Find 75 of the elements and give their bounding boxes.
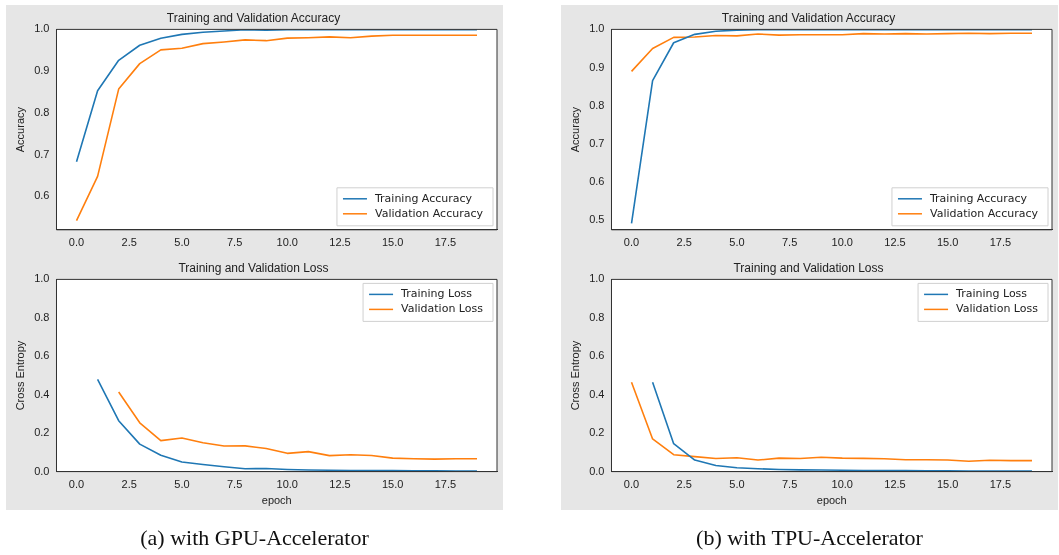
text: (b) with TPU-Accelerator bbox=[695, 525, 924, 551]
y-tick-label: 1.0 bbox=[589, 22, 605, 35]
legend-label: Validation Accuracy bbox=[929, 206, 1039, 220]
y-tick-label: 0.6 bbox=[589, 349, 605, 362]
y-tick-label: 0.6 bbox=[34, 349, 50, 362]
y-tick-label: 0.8 bbox=[34, 105, 50, 118]
y-tick-label: 0.4 bbox=[589, 387, 605, 400]
x-tick-label: 10.0 bbox=[276, 236, 298, 249]
y-axis-title: Accuracy bbox=[568, 106, 581, 153]
x-tick-label: 0.0 bbox=[623, 478, 640, 491]
y-tick-label: 0.6 bbox=[589, 175, 605, 188]
x-tick-label: 15.0 bbox=[936, 236, 959, 249]
y-tick-label: 0.8 bbox=[589, 310, 605, 323]
y-axis-title: Cross Entropy bbox=[568, 340, 581, 411]
x-tick-label: 5.0 bbox=[729, 478, 745, 491]
legend-label: Validation Accuracy bbox=[374, 206, 484, 220]
y-axis-title: Cross Entropy bbox=[13, 340, 26, 411]
legend-label: Training Accuracy bbox=[373, 191, 473, 205]
x-tick-label: 5.0 bbox=[174, 236, 190, 249]
y-tick-label: 0.9 bbox=[34, 64, 50, 77]
y-tick-label: 1.0 bbox=[34, 272, 50, 285]
x-axis-title: epoch bbox=[261, 494, 292, 507]
x-tick-label: 2.5 bbox=[676, 236, 692, 249]
x-axis-title: epoch bbox=[816, 494, 847, 507]
y-tick-label: 0.7 bbox=[34, 147, 50, 160]
chart-title: Training and Validation Loss bbox=[733, 260, 884, 275]
x-tick-label: 2.5 bbox=[676, 478, 692, 491]
x-tick-label: 7.5 bbox=[226, 478, 243, 491]
x-tick-label: 15.0 bbox=[381, 236, 404, 249]
y-tick-label: 0.8 bbox=[34, 310, 50, 323]
y-tick-label: 0.9 bbox=[589, 60, 605, 73]
y-tick-label: 1.0 bbox=[589, 272, 605, 285]
x-tick-label: 7.5 bbox=[781, 236, 798, 249]
y-tick-label: 0.2 bbox=[589, 426, 605, 439]
y-tick-label: 0.0 bbox=[589, 464, 605, 477]
x-tick-label: 15.0 bbox=[381, 478, 404, 491]
x-tick-label: 7.5 bbox=[226, 236, 243, 249]
legend-label: Validation Loss bbox=[956, 302, 1039, 316]
x-tick-label: 10.0 bbox=[831, 478, 853, 491]
chart-title: Training and Validation Loss bbox=[178, 260, 329, 275]
x-tick-label: 17.5 bbox=[434, 236, 457, 249]
y-tick-label: 0.2 bbox=[34, 426, 50, 439]
y-tick-label: 1.0 bbox=[34, 22, 50, 35]
legend-label: Training Loss bbox=[400, 287, 473, 301]
legend-label: Training Accuracy bbox=[928, 191, 1028, 205]
chart-title: Training and Validation Accuracy bbox=[721, 10, 896, 25]
x-tick-label: 12.5 bbox=[329, 236, 351, 249]
x-tick-label: 17.5 bbox=[434, 478, 457, 491]
y-tick-label: 0.4 bbox=[34, 387, 50, 400]
x-tick-label: 5.0 bbox=[729, 236, 745, 249]
y-tick-label: 0.5 bbox=[589, 213, 605, 226]
x-tick-label: 12.5 bbox=[884, 236, 906, 249]
x-tick-label: 2.5 bbox=[121, 236, 137, 249]
x-tick-label: 10.0 bbox=[831, 236, 853, 249]
text: (a) with GPU-Accelerator bbox=[139, 525, 370, 551]
x-tick-label: 15.0 bbox=[936, 478, 959, 491]
x-tick-label: 0.0 bbox=[68, 236, 85, 249]
x-tick-label: 10.0 bbox=[276, 478, 298, 491]
x-tick-label: 5.0 bbox=[174, 478, 190, 491]
y-axis-title: Accuracy bbox=[13, 106, 26, 153]
x-tick-label: 12.5 bbox=[884, 478, 906, 491]
y-tick-label: 0.8 bbox=[589, 98, 605, 111]
y-tick-label: 0.0 bbox=[34, 464, 50, 477]
chart-title: Training and Validation Accuracy bbox=[166, 10, 341, 25]
legend-label: Training Loss bbox=[955, 287, 1028, 301]
x-tick-label: 7.5 bbox=[781, 478, 798, 491]
x-tick-label: 2.5 bbox=[121, 478, 137, 491]
x-tick-label: 17.5 bbox=[989, 236, 1012, 249]
x-tick-label: 17.5 bbox=[989, 478, 1012, 491]
x-tick-label: 0.0 bbox=[68, 478, 85, 491]
y-tick-label: 0.7 bbox=[589, 136, 605, 149]
legend-label: Validation Loss bbox=[401, 302, 484, 316]
y-tick-label: 0.6 bbox=[34, 189, 50, 202]
x-tick-label: 0.0 bbox=[623, 236, 640, 249]
x-tick-label: 12.5 bbox=[329, 478, 351, 491]
